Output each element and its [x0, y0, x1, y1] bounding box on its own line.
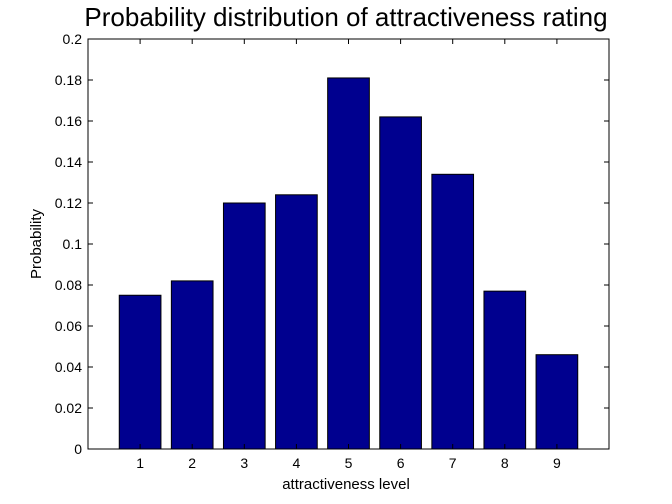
x-tick-label: 7 [449, 455, 457, 471]
y-tick-label: 0.06 [55, 318, 82, 334]
y-tick-label: 0.1 [63, 236, 83, 252]
y-tick-label: 0 [74, 441, 82, 457]
x-tick-label: 2 [188, 455, 196, 471]
bar-9 [535, 354, 579, 450]
x-tick-label: 6 [397, 455, 405, 471]
bar-8 [483, 290, 527, 450]
y-tick-label: 0.18 [55, 72, 82, 88]
y-tick-label: 0.2 [63, 31, 83, 47]
x-tick-label: 9 [553, 455, 561, 471]
bar-7 [431, 173, 475, 450]
y-tick-label: 0.02 [55, 400, 82, 416]
y-tick-label: 0.14 [55, 154, 82, 170]
bar-4 [275, 194, 318, 450]
bar-3 [222, 202, 266, 450]
y-axis-ticks: 0 0.02 0.04 0.06 0.08 0.1 0.12 0.14 0.16 0.18 0.2 [55, 31, 609, 457]
chart-title: Probability distribution of attractivene… [84, 2, 607, 32]
x-axis-label: attractiveness level [282, 476, 410, 493]
bars [118, 77, 579, 450]
bar-2 [170, 280, 214, 450]
x-axis-ticks: 1 2 3 4 5 6 7 8 9 [136, 39, 561, 471]
y-tick-label: 0.04 [55, 359, 82, 375]
x-tick-label: 8 [501, 455, 509, 471]
bar-5 [327, 77, 370, 450]
bar-6 [379, 116, 422, 450]
y-tick-label: 0.16 [55, 113, 82, 129]
y-tick-label: 0.12 [55, 195, 82, 211]
y-axis-label: Probability [28, 208, 45, 279]
x-tick-label: 3 [240, 455, 248, 471]
x-tick-label: 5 [345, 455, 353, 471]
x-tick-label: 1 [136, 455, 144, 471]
x-tick-label: 4 [293, 455, 301, 471]
y-tick-label: 0.08 [55, 277, 82, 293]
bar-1 [118, 294, 162, 450]
